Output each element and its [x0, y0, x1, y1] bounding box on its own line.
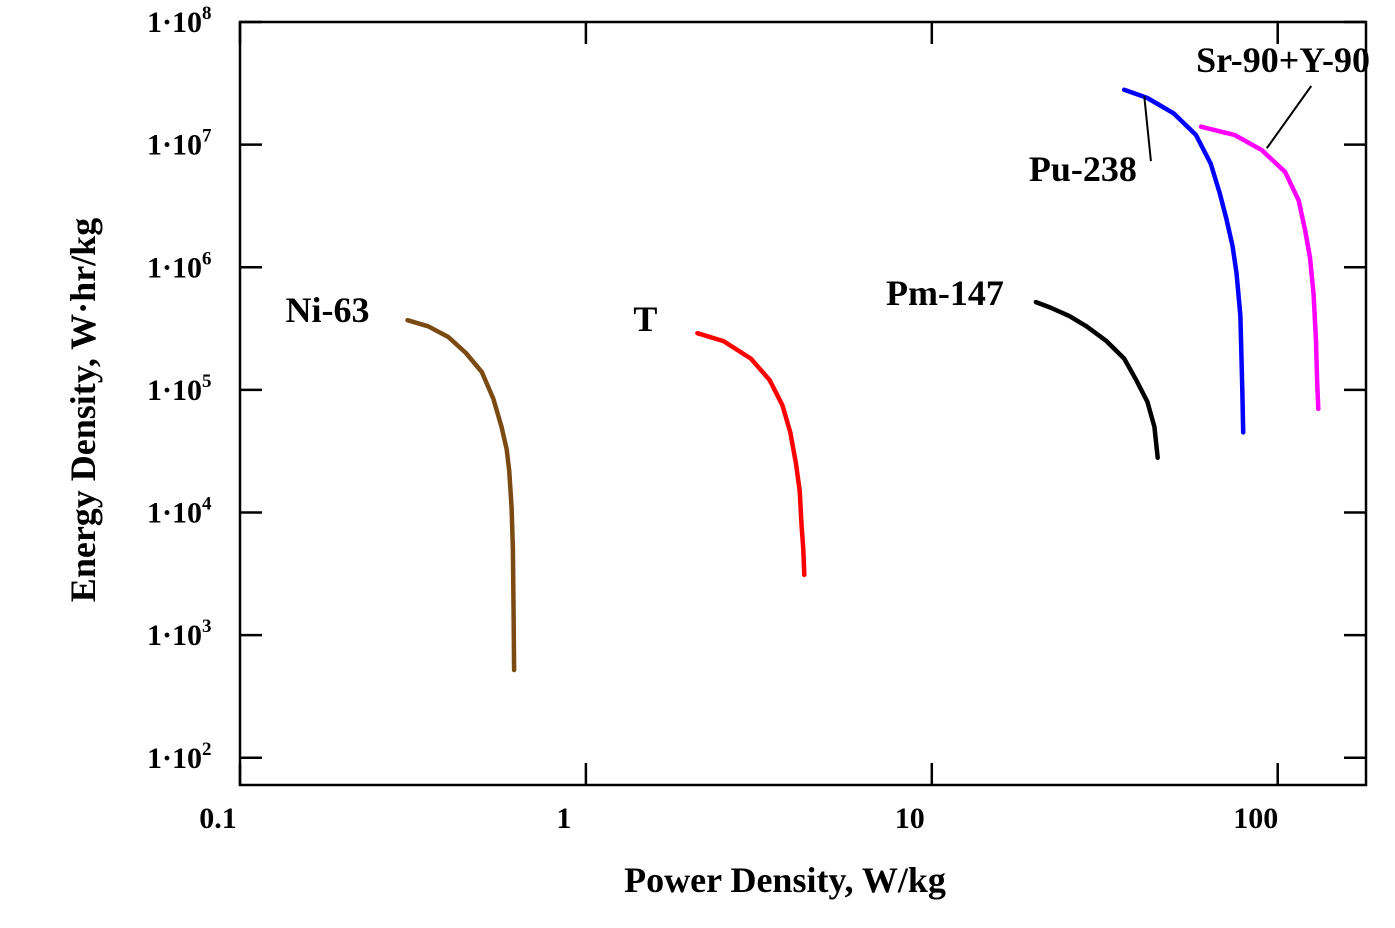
x-tick-label-2: 10	[895, 802, 925, 835]
y-tick-label-2: 1·104	[147, 494, 212, 530]
label-sr-90-y-90: Sr-90+Y-90	[1196, 40, 1370, 80]
y-axis-title: Energy Density, W·hr/kg	[63, 218, 103, 602]
y-tick-label-1: 1·103	[147, 616, 212, 652]
label-pm-147: Pm-147	[886, 273, 1004, 313]
label-ni-63: Ni-63	[286, 290, 370, 330]
x-axis-title: Power Density, W/kg	[624, 860, 946, 900]
series-line-pu-238	[1121, 87, 1246, 435]
label-t: T	[633, 299, 657, 339]
leader-line-pu-238	[1143, 95, 1152, 162]
y-tick-label-4: 1·106	[147, 248, 212, 284]
y-tick-label-6: 1·108	[147, 3, 212, 39]
plot-frame	[238, 20, 1368, 787]
y-tick-label-5: 1·107	[147, 126, 212, 162]
y-tick-label-0: 1·102	[147, 739, 212, 775]
series-line-sr-90-y-90	[1198, 124, 1321, 412]
leader-line-sr-90-y-90	[1265, 85, 1313, 149]
series-line-t	[695, 330, 807, 578]
label-group: Ni-63 T Pm-147 Pu-238 Sr-90+Y-90	[286, 40, 1370, 339]
leader-lines	[1143, 85, 1313, 162]
x-tick-label-0: 0.1	[199, 802, 237, 835]
series-group	[405, 87, 1321, 673]
series-line-ni-63	[405, 317, 517, 673]
y-tick-label-3: 1·105	[147, 371, 212, 407]
series-line-pm-147	[1033, 299, 1160, 460]
x-tick-label-3: 100	[1233, 802, 1278, 835]
axis-ticks: 0.1 1 10 100 1·102 1·103 1·104 1·105 1·106 1·107 1…	[147, 3, 1366, 835]
x-tick-label-1: 1	[556, 802, 571, 835]
label-pu-238: Pu-238	[1029, 149, 1137, 189]
